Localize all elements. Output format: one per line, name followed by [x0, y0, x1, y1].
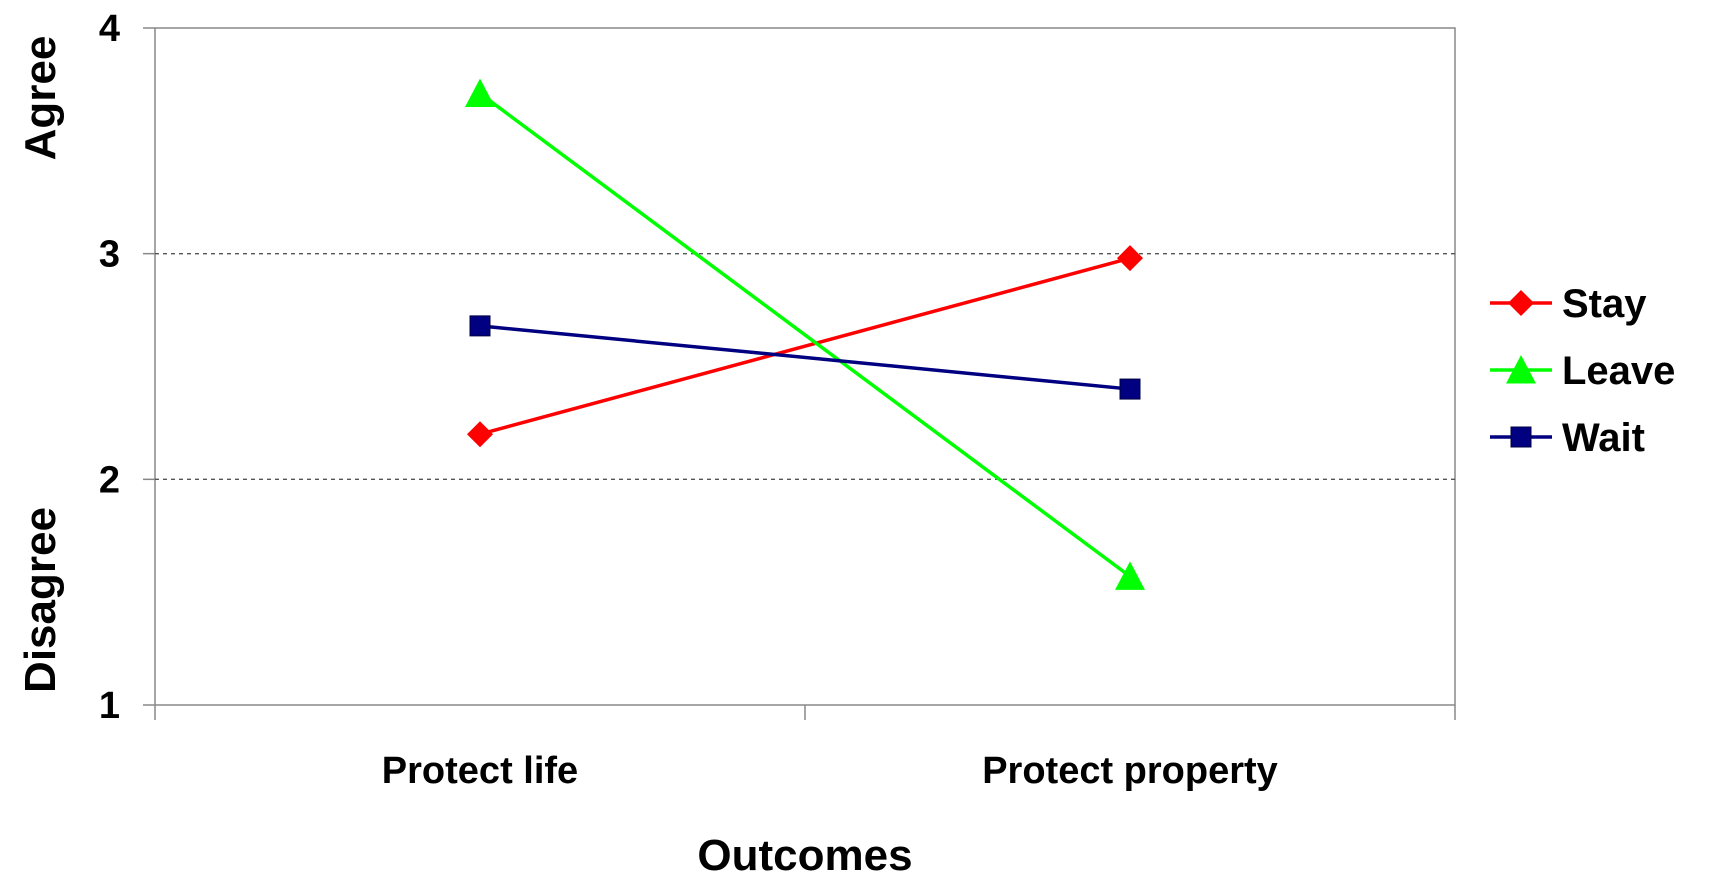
y-tick-labels: 1 2 3 4: [99, 8, 120, 727]
x-category-label-1: Protect property: [982, 750, 1278, 792]
y-tick-label-2: 2: [99, 459, 120, 501]
legend: Stay Leave Wait: [1490, 282, 1675, 460]
x-category-labels: Protect life Protect property: [382, 750, 1278, 792]
y-tick-label-1: 1: [99, 685, 120, 727]
y-tick-label-3: 3: [99, 234, 120, 276]
y-tick-label-4: 4: [99, 8, 120, 50]
legend-label-leave: Leave: [1562, 349, 1675, 393]
point-wait-0: [469, 315, 491, 337]
x-axis-title: Outcomes: [697, 831, 912, 872]
y-axis-label-disagree: Disagree: [16, 507, 65, 693]
series-group: [465, 78, 1145, 590]
legend-label-wait: Wait: [1562, 416, 1645, 460]
series-line-stay: [479, 256, 1131, 436]
point-leave-0: [465, 78, 495, 107]
legend-marker-wait: [1510, 426, 1532, 448]
y-axis-label-agree: Agree: [16, 36, 65, 161]
plot-area: [154, 27, 1456, 706]
axes: [143, 27, 1456, 720]
point-wait-1: [1119, 378, 1141, 400]
point-stay-0: [467, 421, 493, 448]
point-stay-1: [1117, 245, 1143, 272]
gridlines: [155, 253, 1455, 480]
x-category-label-0: Protect life: [382, 750, 578, 792]
legend-marker-leave: [1506, 355, 1536, 384]
legend-label-stay: Stay: [1562, 282, 1647, 326]
series-line-wait: [479, 324, 1131, 391]
point-leave-1: [1115, 561, 1145, 590]
legend-marker-stay: [1508, 290, 1534, 316]
series-line-leave: [478, 92, 1132, 578]
